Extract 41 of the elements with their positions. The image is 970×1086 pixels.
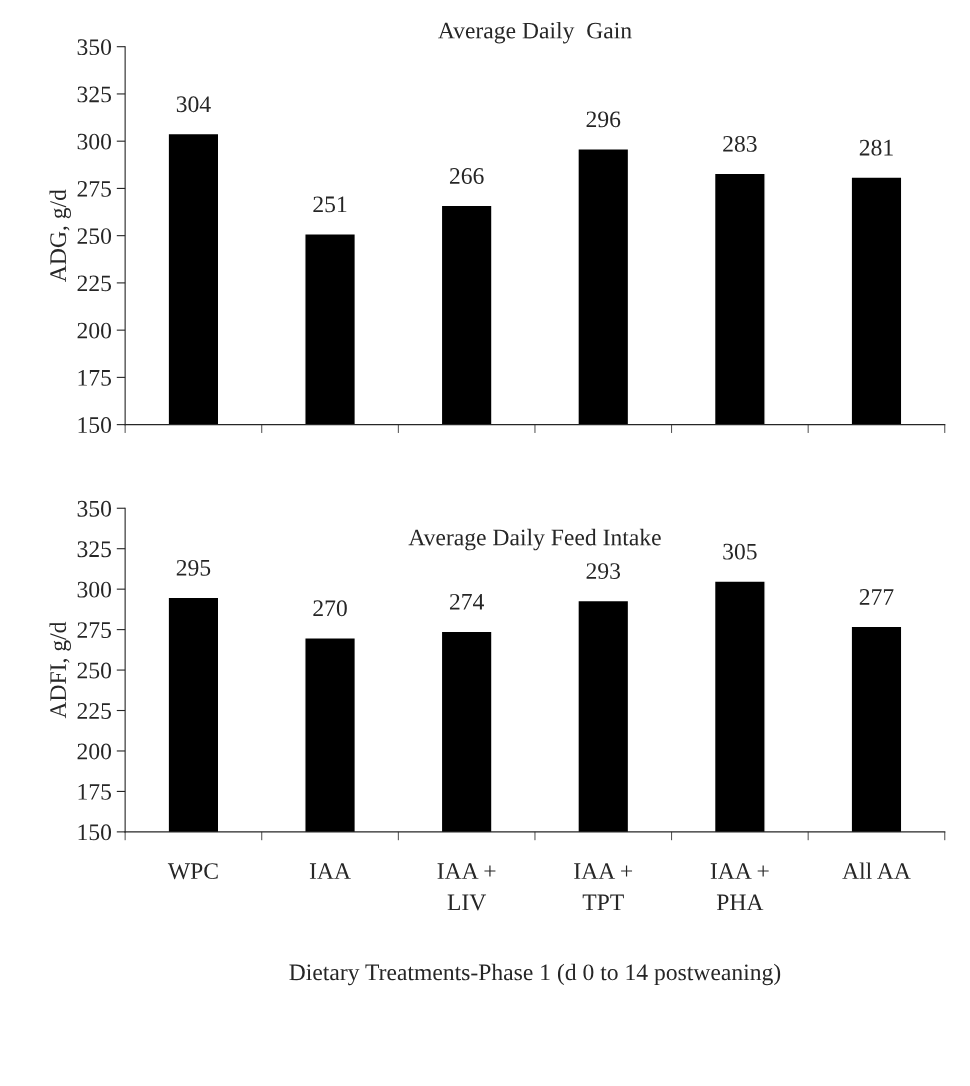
data-label: 305 [723, 543, 757, 560]
y-tick-label: 150 [78, 824, 112, 841]
x-tick-label: WPC [167, 863, 218, 880]
x-tick-label: IAA + PHA [710, 863, 769, 911]
x-tick-label: All AA [842, 862, 911, 879]
y-tick-label: 300 [77, 133, 112, 150]
data-label: 295 [176, 559, 211, 576]
data-label: 304 [176, 96, 211, 113]
y-tick-label: 225 [77, 703, 112, 719]
data-label: 270 [313, 600, 347, 617]
data-label: 281 [859, 139, 893, 156]
y-tick-label: 300 [77, 581, 112, 598]
y-tick-label: 325 [77, 541, 112, 558]
y-tick-label: 200 [77, 743, 112, 760]
x-tick-label: IAA [309, 863, 351, 879]
data-label: 296 [586, 111, 621, 128]
y-tick-label: 225 [77, 275, 112, 292]
data-label: 266 [449, 168, 484, 184]
x-tick-label: IAA + TPT [574, 863, 633, 911]
y-tick-label: 200 [77, 322, 112, 339]
y-tick-label: 350 [77, 39, 112, 56]
y-tick-label: 175 [78, 369, 112, 386]
x-axis-title: Dietary Treatments-Phase 1 (d 0 to 14 postweaning) [289, 963, 781, 986]
y-tick-label: 150 [78, 417, 112, 434]
text: Average Daily Feed Intake [408, 528, 661, 551]
y-tick-label: 325 [77, 86, 112, 103]
y-tick-label: 250 [77, 662, 112, 679]
y-tick-label: 275 [77, 180, 112, 197]
y-axis-title: ADFI, g/d [49, 621, 71, 719]
y-tick-label: 175 [78, 784, 112, 800]
data-label: 274 [449, 593, 484, 610]
data-label: 251 [313, 196, 347, 213]
y-tick-label: 250 [77, 228, 112, 245]
y-tick-label: 350 [77, 500, 112, 517]
data-label: 277 [859, 589, 894, 605]
data-label: 283 [723, 135, 757, 152]
y-axis-title: ADG, g/d [49, 189, 71, 282]
data-label: 293 [586, 563, 621, 580]
chart-title: Average Daily Gain [438, 21, 632, 44]
x-tick-label: IAA + LIV [437, 863, 496, 911]
y-tick-label: 275 [77, 622, 112, 639]
